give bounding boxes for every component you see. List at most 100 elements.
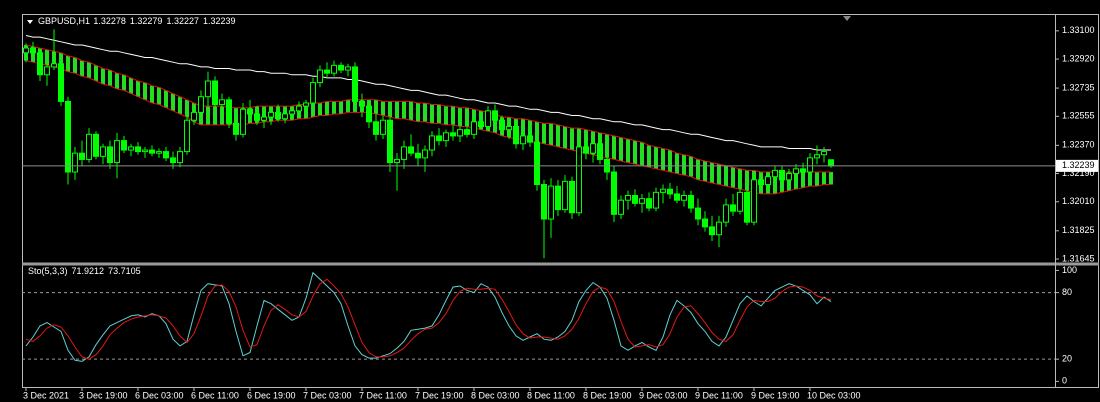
candle-body — [86, 133, 92, 160]
candle-body — [667, 188, 673, 195]
symbol: GBPUSD,H1 — [38, 16, 90, 26]
candle-body — [135, 146, 141, 153]
candle-body — [268, 111, 274, 118]
candle-body — [513, 126, 519, 145]
candle-body — [387, 119, 393, 164]
x-tick-label: 6 Dec 11:00 — [191, 390, 239, 400]
candle-body — [471, 121, 477, 135]
candle-body — [156, 151, 162, 154]
candle-body — [646, 198, 652, 209]
candle-body — [212, 80, 218, 106]
indicator-name: Sto(5,3,3) — [28, 266, 68, 276]
candle-body — [730, 204, 736, 212]
y-tick-label: 1.31645 — [1062, 253, 1095, 263]
candle-body — [121, 140, 127, 151]
x-tick-label: 7 Dec 11:00 — [359, 390, 407, 400]
candle-body — [541, 184, 547, 220]
candle-body — [247, 108, 253, 115]
y-tick-label: 1.31825 — [1062, 225, 1095, 235]
candle-body — [583, 146, 589, 154]
candle-body — [478, 121, 484, 128]
y-tick-label: 1.32010 — [1062, 196, 1095, 206]
candle-body — [800, 168, 806, 173]
candle-body — [128, 146, 134, 151]
candle-body — [534, 141, 540, 186]
candle-body — [548, 185, 554, 220]
ohlc-value: 1.32239 — [203, 16, 236, 26]
candle-body — [569, 180, 575, 214]
x-tick-label: 6 Dec 03:00 — [135, 390, 184, 400]
candle-body — [429, 135, 435, 151]
x-tick-label: 9 Dec 03:00 — [639, 390, 688, 400]
candle-body — [184, 119, 190, 153]
y-tick-label: 1.32735 — [1062, 82, 1095, 92]
candle-body — [625, 195, 631, 201]
candle-body — [695, 207, 701, 220]
candle-body — [261, 116, 267, 121]
candle-body — [331, 64, 337, 74]
candle-body — [296, 105, 302, 112]
x-tick-label: 10 Dec 03:00 — [807, 390, 861, 400]
header-arrow — [27, 20, 33, 24]
chart-frame — [22, 14, 1099, 388]
candle-body — [590, 143, 596, 154]
y-tick-label: 0 — [1062, 376, 1067, 386]
current-price-box — [1056, 159, 1098, 172]
candle-body — [716, 221, 722, 236]
candle-body — [751, 179, 757, 223]
candle-body — [576, 146, 582, 214]
candle-body — [289, 110, 295, 115]
x-tick-label: 8 Dec 03:00 — [471, 390, 520, 400]
candle-body — [282, 113, 288, 120]
candle-body — [317, 69, 323, 84]
x-tick-label: 3 Dec 2021 — [23, 390, 69, 400]
candle-body — [415, 152, 421, 159]
candle-body — [93, 133, 99, 157]
candle-body — [380, 119, 386, 135]
candle-body — [275, 111, 281, 120]
candle-body — [485, 110, 491, 128]
y-tick-label: 1.32190 — [1062, 168, 1095, 178]
x-tick-label: 3 Dec 19:00 — [79, 390, 128, 400]
candle-body — [597, 143, 603, 160]
candle-body — [170, 157, 176, 164]
candle-body — [65, 100, 71, 173]
ohlc-value: 1.32279 — [130, 16, 163, 26]
envelope-line — [25, 60, 831, 195]
candle-body — [765, 176, 771, 186]
candle-body — [772, 169, 778, 178]
ma-line — [25, 35, 831, 151]
candle-body — [618, 199, 624, 215]
candle-body — [107, 146, 113, 164]
candle-body — [653, 191, 659, 209]
candle-body — [44, 66, 50, 76]
candle-body — [240, 108, 246, 135]
candle-body — [443, 132, 449, 142]
candle-body — [674, 193, 680, 201]
candle-body — [254, 113, 260, 121]
candle-body — [30, 47, 36, 54]
x-tick-label: 8 Dec 11:00 — [527, 390, 575, 400]
candle-body — [303, 102, 309, 107]
candle-body — [373, 121, 379, 135]
candle-body — [226, 99, 232, 124]
stochastic-line — [25, 271, 832, 362]
y-tick-label: 1.32370 — [1062, 140, 1095, 150]
candle-body — [457, 129, 463, 137]
candle-body — [163, 151, 169, 159]
candle-body — [506, 126, 512, 131]
candle-body — [401, 146, 407, 160]
stochastic-line — [25, 278, 832, 360]
candle-body — [394, 158, 400, 164]
candle-body — [611, 171, 617, 215]
candle-body — [51, 63, 57, 68]
indicator-header: Sto(5,3,3) 71.9212 73.7105 — [28, 266, 141, 276]
candle-body — [821, 151, 827, 156]
chart-header: GBPUSD,H1 1.32278 1.32279 1.32227 1.32239 — [38, 16, 236, 26]
candle-body — [639, 198, 645, 204]
candle-body — [527, 135, 533, 143]
candle-body — [744, 191, 750, 223]
x-tick-label: 9 Dec 11:00 — [695, 390, 743, 400]
candle-body — [520, 135, 526, 145]
